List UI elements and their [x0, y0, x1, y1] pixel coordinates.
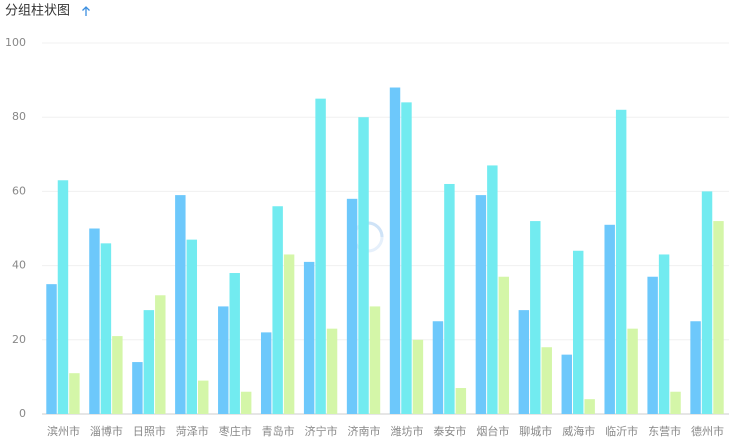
bar: [455, 388, 467, 414]
x-tick-label: 青岛市: [262, 424, 295, 438]
bar: [647, 276, 658, 414]
x-tick-label: 东营市: [648, 424, 681, 438]
bar: [412, 339, 424, 414]
bar: [541, 347, 552, 414]
x-tick-label: 枣庄市: [219, 424, 252, 438]
bar: [198, 380, 209, 414]
bar: [272, 206, 283, 414]
bar: [518, 310, 530, 414]
bar: [346, 198, 358, 414]
x-tick-label: 日照市: [133, 424, 166, 438]
bar: [369, 306, 381, 414]
bar: [143, 310, 155, 414]
bar: [713, 221, 724, 414]
bar: [401, 102, 412, 415]
x-tick-label: 德州市: [691, 424, 724, 438]
chart-title: 分组柱状图: [5, 4, 70, 19]
y-tick-label: 0: [19, 407, 26, 420]
x-tick-label: 潍坊市: [390, 424, 423, 438]
bar: [658, 254, 670, 414]
bar: [670, 391, 681, 414]
y-tick-label: 100: [5, 36, 26, 49]
bar: [475, 195, 487, 414]
y-tick-label: 80: [12, 110, 26, 123]
bar: [89, 228, 100, 414]
y-tick-label: 20: [12, 333, 26, 346]
bar: [584, 399, 595, 414]
bar: [240, 391, 252, 414]
bar: [260, 332, 272, 414]
bar: [701, 191, 713, 414]
bar: [186, 239, 198, 414]
x-tick-label: 泰安市: [433, 424, 466, 438]
bar: [132, 362, 143, 414]
bar: [57, 180, 69, 414]
bar: [604, 224, 615, 414]
bar: [315, 98, 326, 415]
bar: [229, 273, 240, 414]
bar: [303, 261, 315, 414]
bar: [498, 276, 510, 414]
bar: [444, 183, 455, 414]
y-tick-label: 60: [12, 184, 26, 197]
bar: [358, 117, 369, 414]
bar: [175, 195, 186, 414]
y-tick-label: 40: [12, 259, 26, 272]
x-tick-label: 聊城市: [519, 424, 552, 438]
bar: [155, 295, 166, 414]
x-tick-label: 威海市: [562, 424, 595, 438]
x-tick-label: 菏泽市: [176, 424, 209, 438]
bar: [561, 354, 572, 414]
bar: [326, 328, 338, 414]
x-tick-label: 济宁市: [305, 424, 338, 438]
loading-spinner-arc: [367, 221, 384, 238]
bar: [690, 321, 701, 414]
bar: [46, 284, 57, 414]
bar: [112, 336, 123, 414]
x-tick-label: 滨州市: [47, 424, 80, 438]
x-tick-label: 济南市: [348, 424, 381, 438]
bar: [432, 321, 444, 414]
bar: [530, 221, 541, 414]
x-tick-label: 烟台市: [476, 424, 509, 438]
bar: [572, 250, 584, 414]
bar: [627, 328, 638, 414]
bar: [389, 87, 401, 415]
bar: [218, 306, 229, 414]
bar: [69, 373, 80, 414]
x-tick-label: 淄博市: [90, 424, 123, 438]
bar: [487, 165, 498, 414]
x-tick-label: 临沂市: [605, 424, 638, 438]
bar: [615, 109, 627, 414]
bar: [100, 243, 112, 414]
bar: [283, 254, 295, 414]
sort-icon[interactable]: [82, 6, 90, 16]
